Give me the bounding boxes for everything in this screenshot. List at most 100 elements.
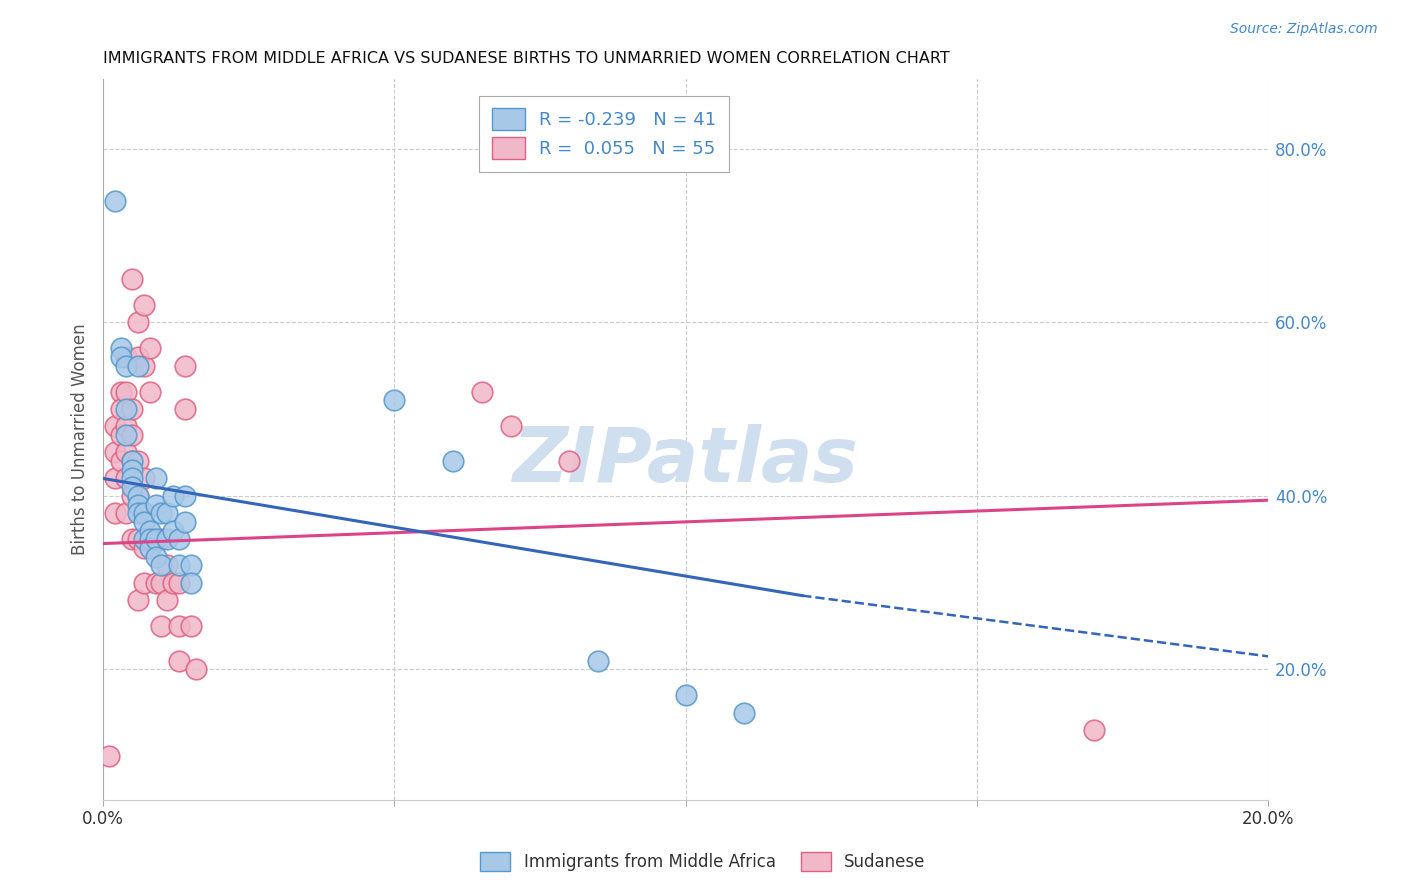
Point	[733, 706, 755, 720]
Point	[115, 384, 138, 399]
Point	[115, 445, 138, 459]
Point	[558, 454, 581, 468]
Point	[121, 272, 143, 286]
Point	[132, 471, 155, 485]
Point	[97, 749, 120, 764]
Point	[138, 541, 160, 555]
Point	[150, 558, 173, 573]
Point	[156, 533, 179, 547]
Point	[167, 575, 190, 590]
Point	[156, 506, 179, 520]
Point	[127, 498, 149, 512]
Point	[110, 428, 132, 442]
Point	[180, 558, 202, 573]
Point	[115, 428, 138, 442]
Point	[121, 489, 143, 503]
Point	[145, 575, 167, 590]
Text: ZIPatlas: ZIPatlas	[513, 424, 859, 498]
Point	[675, 689, 697, 703]
Point	[115, 402, 138, 417]
Point	[145, 498, 167, 512]
Point	[104, 445, 127, 459]
Point	[115, 350, 138, 364]
Point	[121, 402, 143, 417]
Point	[173, 489, 195, 503]
Point	[132, 575, 155, 590]
Point	[156, 593, 179, 607]
Point	[132, 359, 155, 373]
Point	[115, 471, 138, 485]
Point	[167, 654, 190, 668]
Point	[127, 506, 149, 520]
Point	[441, 454, 464, 468]
Point	[127, 489, 149, 503]
Point	[150, 619, 173, 633]
Point	[162, 489, 184, 503]
Point	[138, 384, 160, 399]
Point	[127, 359, 149, 373]
Legend: R = -0.239   N = 41, R =  0.055   N = 55: R = -0.239 N = 41, R = 0.055 N = 55	[479, 95, 728, 172]
Point	[121, 480, 143, 494]
Point	[132, 298, 155, 312]
Legend: Immigrants from Middle Africa, Sudanese: Immigrants from Middle Africa, Sudanese	[472, 843, 934, 880]
Point	[180, 575, 202, 590]
Point	[127, 593, 149, 607]
Point	[104, 194, 127, 208]
Point	[132, 506, 155, 520]
Point	[115, 506, 138, 520]
Point	[127, 350, 149, 364]
Point	[499, 419, 522, 434]
Point	[162, 575, 184, 590]
Point	[162, 524, 184, 538]
Point	[115, 359, 138, 373]
Point	[145, 471, 167, 485]
Point	[167, 558, 190, 573]
Point	[115, 419, 138, 434]
Point	[138, 342, 160, 356]
Point	[471, 384, 494, 399]
Point	[132, 515, 155, 529]
Point	[138, 533, 160, 547]
Point	[121, 471, 143, 485]
Point	[150, 575, 173, 590]
Point	[121, 454, 143, 468]
Point	[138, 533, 160, 547]
Point	[132, 533, 155, 547]
Point	[104, 471, 127, 485]
Point	[110, 454, 132, 468]
Point	[167, 619, 190, 633]
Point	[384, 393, 406, 408]
Point	[104, 506, 127, 520]
Point	[150, 506, 173, 520]
Point	[127, 533, 149, 547]
Point	[132, 506, 155, 520]
Point	[127, 489, 149, 503]
Point	[121, 533, 143, 547]
Point	[1083, 723, 1105, 738]
Point	[121, 463, 143, 477]
Point	[132, 541, 155, 555]
Point	[121, 428, 143, 442]
Point	[121, 454, 143, 468]
Point	[127, 454, 149, 468]
Point	[110, 402, 132, 417]
Point	[156, 558, 179, 573]
Point	[173, 402, 195, 417]
Point	[173, 359, 195, 373]
Point	[110, 350, 132, 364]
Point	[150, 533, 173, 547]
Y-axis label: Births to Unmarried Women: Births to Unmarried Women	[72, 324, 89, 555]
Point	[104, 419, 127, 434]
Point	[145, 549, 167, 564]
Point	[173, 515, 195, 529]
Point	[138, 524, 160, 538]
Point	[127, 315, 149, 329]
Point	[110, 342, 132, 356]
Point	[588, 654, 610, 668]
Text: IMMIGRANTS FROM MIDDLE AFRICA VS SUDANESE BIRTHS TO UNMARRIED WOMEN CORRELATION : IMMIGRANTS FROM MIDDLE AFRICA VS SUDANES…	[103, 51, 950, 66]
Point	[186, 662, 208, 676]
Point	[180, 619, 202, 633]
Point	[145, 533, 167, 547]
Point	[167, 533, 190, 547]
Point	[110, 384, 132, 399]
